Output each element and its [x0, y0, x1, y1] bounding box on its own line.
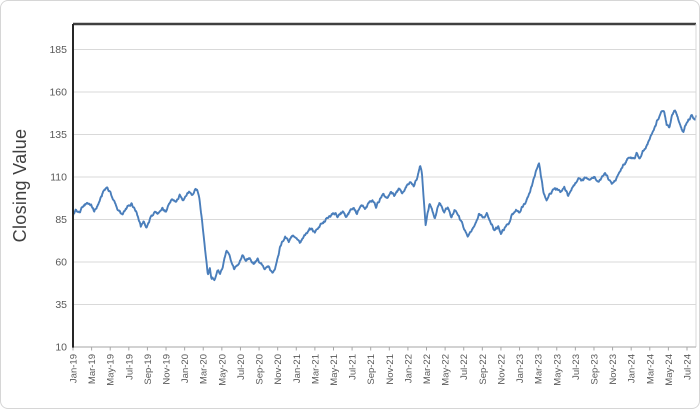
x-tick-label: Sep-22 [478, 354, 489, 385]
y-axis-title: Closing Value [10, 129, 30, 243]
x-tick-label: Jul-20 [236, 354, 247, 380]
axes [72, 22, 697, 348]
x-tick-label: May-24 [664, 354, 675, 386]
y-tick-label: 60 [55, 257, 67, 269]
x-tick-label: May-23 [552, 354, 563, 386]
y-tick-label: 185 [49, 44, 67, 56]
x-tick-label: May-21 [329, 354, 340, 386]
x-tick-label: Nov-22 [496, 354, 507, 385]
x-tick-label: Jan-24 [627, 354, 638, 383]
x-tick-label: May-20 [217, 354, 228, 386]
gridlines [73, 49, 696, 305]
x-tick-label: Jul-22 [459, 354, 470, 380]
y-tick-label: 10 [55, 342, 67, 354]
x-tick-label: May-19 [106, 354, 117, 386]
x-tick-label: Sep-21 [366, 354, 377, 385]
x-tick-label: Jan-21 [292, 354, 303, 383]
y-tick-label: 85 [55, 214, 67, 226]
x-tick-label: Jan-22 [403, 354, 414, 383]
x-tick-label: Jul-19 [124, 354, 135, 380]
x-tick-label: Sep-23 [589, 354, 600, 385]
y-tick-label: 35 [55, 299, 67, 311]
x-tick-label: Jan-20 [180, 354, 191, 383]
x-tick-label: Sep-19 [143, 354, 154, 385]
x-tick-label: Nov-20 [273, 354, 284, 385]
x-tick-label: Nov-21 [385, 354, 396, 385]
y-tick-label: 110 [50, 172, 67, 184]
y-tick-label: 135 [49, 129, 67, 141]
x-tick-label: Jul-21 [348, 354, 359, 380]
axis-tick-labels: 10 35 60 85 110 135 160 185 Jan-19 Mar-19 May-19 Ju… [49, 44, 693, 386]
x-tick-label: Mar-22 [422, 354, 433, 384]
y-tick-label: 160 [49, 87, 67, 99]
x-tick-label: Jan-23 [515, 354, 526, 383]
x-tick-label: Mar-23 [534, 354, 545, 384]
x-tick-label: Jul-23 [571, 354, 582, 380]
x-tick-label: Nov-19 [162, 354, 173, 385]
x-tick-label: Jan-19 [69, 354, 80, 383]
data-series-line [72, 109, 697, 282]
x-tick-label: Mar-24 [645, 354, 656, 384]
x-tick-label: Mar-21 [310, 354, 321, 384]
x-tick-label: Sep-20 [255, 354, 266, 385]
x-tick-label: Jul-24 [683, 354, 694, 380]
x-tick-label: Mar-19 [87, 354, 98, 384]
x-tick-label: Nov-23 [608, 354, 619, 385]
x-tick-label: Mar-20 [199, 354, 210, 384]
x-tick-label: May-22 [441, 354, 452, 386]
